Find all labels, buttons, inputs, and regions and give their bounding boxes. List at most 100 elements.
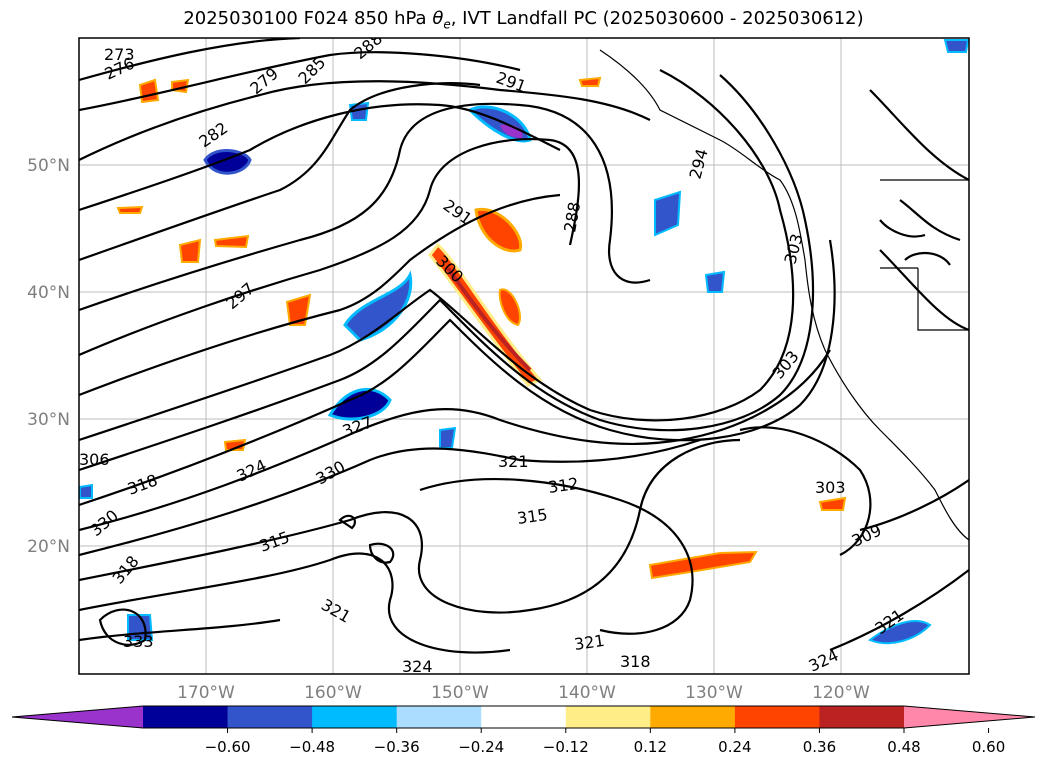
contour-line	[79, 38, 301, 82]
contour-line	[869, 89, 969, 181]
colorbar-segment	[481, 706, 567, 728]
contour-label: 321	[573, 631, 606, 654]
contour-line	[79, 82, 481, 262]
contour-line	[859, 479, 969, 532]
pc-shading	[79, 39, 969, 645]
contour-label: 312	[547, 474, 580, 497]
positive-blob	[138, 78, 160, 104]
contour-line	[79, 138, 580, 357]
contour-line	[79, 193, 561, 397]
contour-line	[829, 569, 969, 652]
contour-line	[79, 438, 701, 557]
colorbar-segment	[565, 706, 651, 728]
colorbar-extend-min	[12, 706, 143, 728]
contour-line	[79, 349, 831, 532]
map-border	[78, 37, 970, 675]
coastline	[599, 49, 969, 541]
colorbar-segment	[650, 706, 736, 728]
colorbar-segment	[312, 706, 398, 728]
colorbar: −0.60 −0.48 −0.36 −0.24 −0.12 0.12 0.24 0.36 0.4…	[11, 705, 1036, 756]
contour-line	[419, 478, 694, 635]
positive-core	[446, 266, 532, 372]
colorbar-segment	[227, 706, 313, 728]
contour-label: 303	[815, 478, 846, 497]
colorbar-tick-label: −0.60	[205, 738, 251, 756]
theta-e-contours	[79, 38, 969, 654]
lat-label: 50°N	[27, 156, 70, 176]
contour-line	[79, 80, 651, 161]
colorbar-tick-label: −0.12	[543, 738, 589, 756]
lat-label: 40°N	[27, 283, 70, 303]
positive-blob	[818, 496, 847, 511]
contour-line	[79, 103, 561, 212]
contour-line	[79, 102, 651, 312]
positive-blob	[285, 293, 312, 326]
positive-blob	[578, 76, 602, 87]
plot-title: 2025030100 F024 850 hPa θe, IVT Landfall…	[0, 8, 1047, 32]
title-sub: e	[443, 17, 451, 32]
contour-line	[79, 51, 521, 112]
positive-blob	[213, 234, 250, 249]
map-frame	[79, 38, 969, 674]
contour-line	[338, 514, 395, 564]
positive-blob	[116, 205, 144, 214]
colorbar-segment	[819, 706, 905, 728]
lat-label: 20°N	[27, 537, 70, 557]
lon-label: 140°W	[558, 683, 616, 703]
lon-label: 150°W	[431, 683, 489, 703]
map-content	[79, 38, 969, 674]
contour-line	[79, 69, 795, 442]
contour-label: 321	[498, 452, 529, 471]
coast-na	[599, 49, 969, 541]
contour-label: 273	[104, 45, 135, 64]
positive-blob	[178, 238, 202, 263]
contour-line	[98, 608, 147, 646]
contour-line	[79, 438, 741, 614]
positive-blob	[474, 208, 523, 253]
contour-line	[79, 618, 281, 642]
contour-line	[79, 74, 815, 472]
contour-label: 318	[620, 652, 651, 671]
positive-blob	[498, 288, 521, 327]
contour-label: 333	[123, 632, 154, 651]
negative-blob	[704, 270, 726, 293]
colorbar-tick-label: 0.60	[972, 738, 1005, 756]
negative-blob	[343, 270, 413, 342]
colorbar-tick-label: 0.48	[887, 738, 920, 756]
lon-label: 120°W	[812, 683, 870, 703]
graticule	[79, 38, 969, 674]
contour-label: 315	[516, 505, 549, 528]
negative-blob	[79, 483, 93, 499]
contour-line	[79, 239, 836, 507]
colorbar-tick-label: 0.24	[718, 738, 751, 756]
colorbar-tick-label: −0.24	[458, 738, 504, 756]
negative-blob	[327, 387, 392, 421]
negative-blob	[654, 190, 682, 237]
lon-label: 170°W	[177, 683, 235, 703]
colorbar-tick-label: 0.12	[634, 738, 667, 756]
title-run: 2025030100 F024 850 hPa	[183, 8, 427, 29]
contour-line	[739, 426, 872, 556]
colorbar-segment	[734, 706, 820, 728]
title-rest: , IVT Landfall PC (2025030600 - 20250306…	[450, 8, 864, 29]
colorbar-tick-label: −0.48	[289, 738, 335, 756]
lon-label: 160°W	[304, 683, 362, 703]
lon-label: 130°W	[685, 683, 743, 703]
colorbar-segment	[143, 706, 229, 728]
colorbar-tick-label: −0.36	[374, 738, 420, 756]
contour-label: 306	[79, 450, 110, 469]
colorbar-tick-label: 0.36	[803, 738, 836, 756]
lat-label: 30°N	[27, 410, 70, 430]
contour-line	[879, 249, 969, 332]
colorbar-extend-max	[904, 706, 1035, 728]
negative-blob	[439, 426, 457, 449]
colorbar-segment	[396, 706, 482, 728]
negative-blob	[867, 620, 932, 645]
negative-blob	[943, 39, 969, 53]
state-borders	[880, 179, 969, 331]
contour-line	[879, 199, 961, 266]
axis-labels: 50°N 40°N 30°N 20°N 170°W 160°W 150°W 14…	[27, 156, 870, 703]
title-theta: θ	[432, 8, 444, 29]
negative-blob	[203, 149, 252, 175]
